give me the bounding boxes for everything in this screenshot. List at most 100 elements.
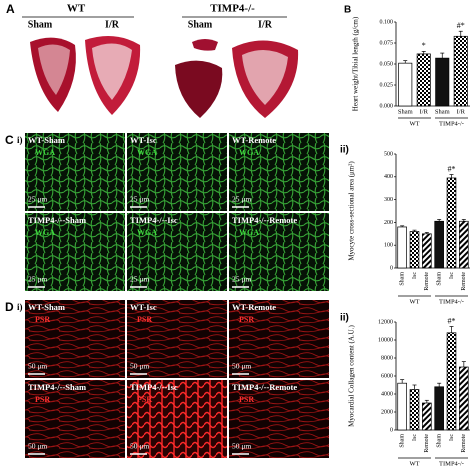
bar <box>397 226 407 269</box>
image-title: WT-Isc <box>130 135 157 145</box>
x-tick-label: Isc <box>412 434 418 441</box>
heart <box>92 43 132 100</box>
scale-label: 50 μm <box>28 362 47 371</box>
stain-label: PSR <box>239 395 254 404</box>
scale-label: 25 μm <box>232 275 251 284</box>
significance: * <box>422 41 426 50</box>
bar <box>435 57 450 107</box>
image-title: WT-Isc <box>130 302 157 312</box>
micrograph <box>229 300 329 378</box>
y-tick-label: 100 <box>384 243 393 249</box>
chart-label: ii) <box>340 313 349 324</box>
micrograph <box>229 213 329 291</box>
x-tick-label: Sham <box>400 272 406 286</box>
y-tick-label: 8000 <box>381 355 393 361</box>
condition-label: I/R <box>105 19 120 30</box>
x-tick-label: Sham <box>437 272 443 286</box>
stain-label: WGA <box>239 148 259 157</box>
x-tick-label: Isc <box>449 272 455 279</box>
group-label: WT <box>409 460 419 467</box>
significance: #* <box>448 164 456 173</box>
group-label: WT <box>409 298 419 305</box>
scale-label: 50 μm <box>130 362 149 371</box>
x-tick-label: Isc <box>449 434 455 441</box>
panel-label: D <box>5 300 14 314</box>
bar <box>422 233 432 269</box>
micrograph <box>25 213 125 291</box>
x-tick-label: I/R <box>457 108 466 115</box>
bar <box>446 177 457 269</box>
y-axis-label: Heart weight/Tibial length (g/cm) <box>352 16 360 111</box>
heart <box>175 60 223 118</box>
x-tick-label: Remote <box>461 434 467 453</box>
bar <box>416 53 431 107</box>
micrograph <box>25 380 125 458</box>
scale-label: 25 μm <box>28 275 47 284</box>
significance: #* <box>457 21 465 30</box>
y-tick-label: 2000 <box>381 409 393 415</box>
stain-label: PSR <box>35 395 50 404</box>
micrograph <box>127 300 227 378</box>
x-tick-label: Remote <box>461 272 467 291</box>
panel-label: A <box>6 2 15 16</box>
y-tick-label: 0 <box>390 265 393 271</box>
condition-label: I/R <box>258 19 273 30</box>
y-tick-label: 300 <box>384 197 393 203</box>
micrograph <box>229 380 329 458</box>
y-tick-label: 0 <box>390 427 393 433</box>
micrograph <box>127 380 227 458</box>
scale-label: 25 μm <box>232 195 251 204</box>
bar <box>434 386 444 431</box>
x-tick-label: Remote <box>424 434 430 453</box>
x-tick-label: Sham <box>435 108 450 115</box>
micrograph <box>127 213 227 291</box>
condition-label: Sham <box>28 19 53 30</box>
x-tick-label: Isc <box>412 272 418 279</box>
micrograph <box>25 133 125 211</box>
bar <box>422 402 432 431</box>
group-label: TIMP4-/- <box>439 298 464 305</box>
panel-label: C <box>5 133 14 147</box>
image-title: WT-Sham <box>28 135 65 145</box>
x-tick-label: I/R <box>420 108 429 115</box>
stain-label: WGA <box>239 228 259 237</box>
y-tick-label: 400 <box>384 174 393 180</box>
y-tick-label: 200 <box>384 220 393 226</box>
y-tick-label: 4000 <box>381 391 393 397</box>
micrograph <box>127 133 227 211</box>
stain-label: PSR <box>137 395 152 404</box>
y-tick-label: 500 <box>384 151 393 157</box>
micrograph <box>25 300 125 378</box>
group-label: WT <box>409 120 419 127</box>
y-tick-label: 6000 <box>381 373 393 379</box>
image-title: WT-Remote <box>232 302 276 312</box>
significance: #* <box>448 316 456 325</box>
chart-label: ii) <box>340 145 349 156</box>
panel-sublabel: i) <box>17 302 23 312</box>
y-tick-label: 12000 <box>378 319 393 325</box>
group-label: TIMP4-/- <box>439 460 464 467</box>
image-title: WT-Sham <box>28 302 65 312</box>
y-tick-label: 0.050 <box>380 61 394 67</box>
y-tick-label: 0.025 <box>380 82 394 88</box>
stain-label: PSR <box>35 315 50 324</box>
stain-label: WGA <box>35 148 55 157</box>
image-title: TIMP4-/--Sham <box>28 382 86 392</box>
y-tick-label: 0.100 <box>380 19 394 25</box>
y-tick-label: 10000 <box>378 337 393 343</box>
group-label: TIMP4-/- <box>439 120 464 127</box>
bar <box>409 389 420 431</box>
bar <box>434 220 444 269</box>
scale-label: 50 μm <box>232 362 251 371</box>
y-axis-label: Myocardial Collagen content (A.U.) <box>348 325 356 427</box>
stain-label: WGA <box>137 148 157 157</box>
bar <box>453 35 468 107</box>
bar <box>459 366 469 431</box>
y-axis-label: Myocyte cross-sectional area (μm²) <box>348 161 356 261</box>
scale-label: 50 μm <box>232 442 251 451</box>
bar <box>409 231 420 269</box>
stain-label: PSR <box>239 315 254 324</box>
bar <box>446 332 457 431</box>
scale-label: 25 μm <box>130 195 149 204</box>
